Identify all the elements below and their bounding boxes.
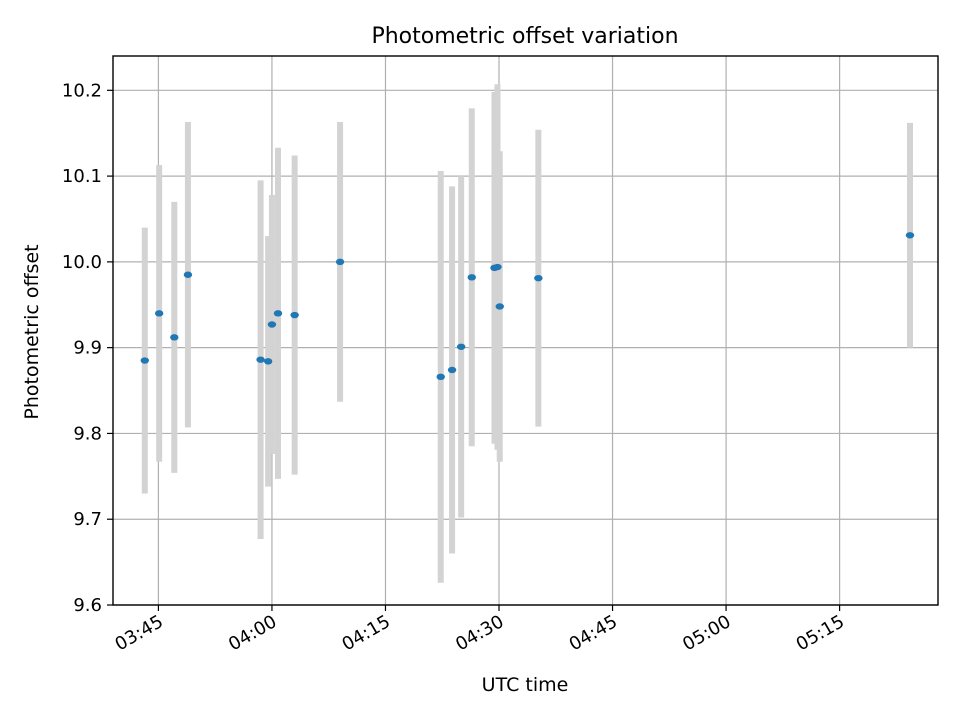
y-tick-label: 10.2 [62, 80, 102, 101]
y-tick-label: 9.6 [73, 595, 102, 616]
data-point [467, 274, 476, 281]
x-tick-label: 04:30 [452, 611, 507, 655]
data-point [154, 310, 164, 317]
data-point [263, 358, 273, 365]
x-tick-label: 05:00 [679, 611, 734, 655]
x-tick-label: 03:45 [111, 611, 166, 655]
chart-title: Photometric offset variation [371, 24, 678, 49]
data-point [140, 357, 149, 364]
x-tick-label: 05:15 [793, 611, 848, 655]
data-point [905, 232, 915, 239]
y-tick-label: 9.8 [73, 423, 102, 444]
y-tick-label: 9.7 [73, 509, 102, 530]
data-point [436, 373, 445, 381]
data-points [140, 232, 915, 381]
data-point [335, 258, 345, 266]
grid-lines [113, 56, 938, 606]
plot-frame [112, 55, 939, 606]
x-tick-label: 04:00 [225, 611, 280, 655]
data-point [493, 263, 502, 271]
y-axis-label: Photometric offset [21, 244, 43, 419]
y-tick-label: 9.9 [73, 338, 102, 359]
error-bars [141, 84, 913, 583]
data-point [456, 343, 466, 350]
data-point [495, 303, 504, 310]
data-point [290, 311, 299, 319]
x-tick-label: 04:15 [339, 611, 394, 655]
y-tick-label: 10.0 [62, 252, 102, 273]
y-tick-label: 10.1 [62, 166, 102, 187]
x-tick-label: 04:45 [566, 611, 621, 655]
data-point [447, 366, 457, 374]
data-point [267, 321, 277, 328]
x-axis-label: UTC time [482, 674, 569, 696]
data-point [256, 356, 265, 363]
data-point [183, 271, 193, 278]
data-point [170, 334, 179, 341]
data-point [534, 274, 543, 282]
data-point [273, 310, 283, 317]
